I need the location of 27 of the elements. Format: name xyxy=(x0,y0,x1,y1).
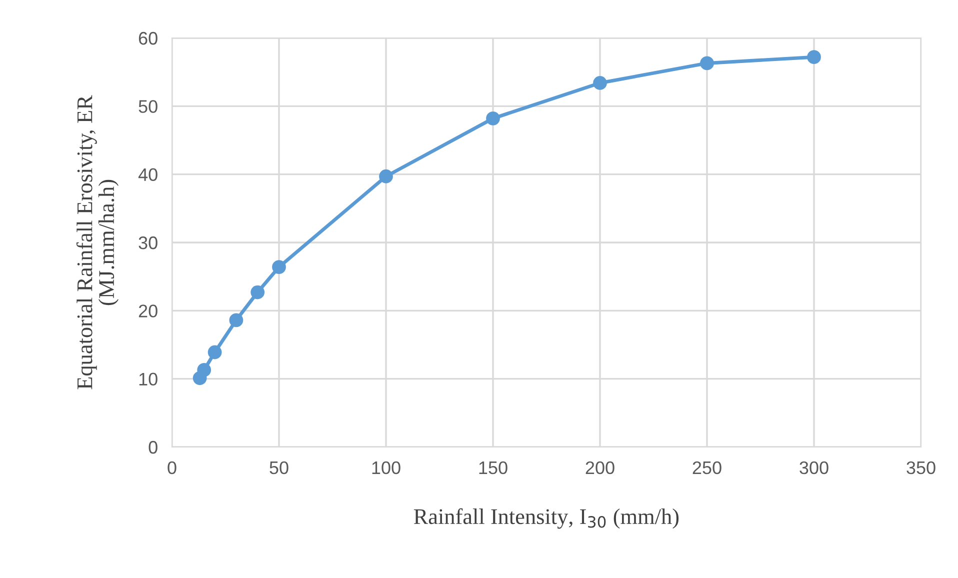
point xyxy=(229,313,244,328)
point xyxy=(250,285,265,300)
point xyxy=(807,50,821,64)
point xyxy=(593,76,607,90)
y-tick-label: 0 xyxy=(148,440,158,454)
x-tick-label: 0 xyxy=(168,461,176,474)
point xyxy=(379,169,393,184)
y-axis-title: Equatorial Rainfall Erosivity, ER (MJ.mm/ha.h) xyxy=(76,95,119,390)
point xyxy=(272,260,286,274)
point xyxy=(208,345,222,360)
point xyxy=(700,56,714,70)
x-tick-label: 350 xyxy=(906,461,936,474)
x-tick-label: 50 xyxy=(270,461,288,474)
x-tick-label: 300 xyxy=(800,461,828,474)
point xyxy=(197,363,212,377)
x-tick-label: 100 xyxy=(372,461,400,474)
y-tick-label: 50 xyxy=(138,100,158,113)
x-tick-label: 200 xyxy=(586,461,614,474)
y-tick-label: 10 xyxy=(139,372,158,386)
x-tick-label: 250 xyxy=(692,461,722,474)
y-tick-label: 60 xyxy=(138,32,158,45)
y-tick-label: 40 xyxy=(138,168,158,182)
y-tick-label: 30 xyxy=(138,236,158,250)
point xyxy=(486,111,500,126)
x-axis-title: Rainfall Intensity, I$_{30}$ (mm/h) xyxy=(414,508,679,529)
x-tick-label: 150 xyxy=(479,461,508,474)
y-tick-label: 20 xyxy=(138,304,158,318)
